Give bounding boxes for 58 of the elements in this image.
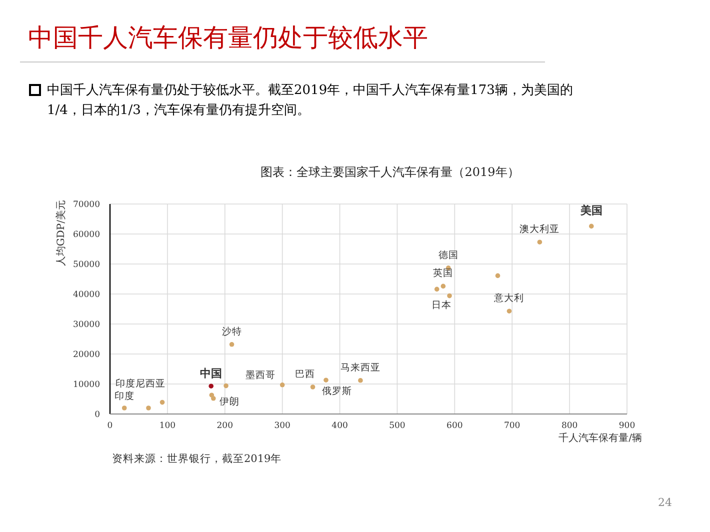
point xyxy=(506,308,512,314)
point xyxy=(208,384,214,388)
y-tick-label: 70000 xyxy=(72,200,100,210)
x-tick-label: 500 xyxy=(389,421,406,431)
point xyxy=(434,286,440,292)
annotation: 巴西 xyxy=(294,369,315,380)
x-tick-label: 200 xyxy=(216,421,234,431)
text: 资料来源：世界银行，截至2019年 xyxy=(112,452,282,465)
point xyxy=(495,273,500,278)
x-tick-label: 800 xyxy=(561,421,578,431)
point xyxy=(310,384,316,390)
annotation: 美国 xyxy=(579,204,602,218)
text: 24 xyxy=(658,496,672,509)
point xyxy=(447,293,452,298)
y-tick-label: 20000 xyxy=(72,350,100,360)
annotation: 印度尼西亚 xyxy=(115,377,166,390)
y-axis-title: 人均GDP/美元 xyxy=(55,200,67,266)
annotation: 意大利 xyxy=(493,292,524,304)
text: 中国千人汽车保有量仍处于较低水平。截至2019年，中国千人汽车保有量173辆，为美国的1/4，日本的1/3，汽车保有量仍有提升空间。 xyxy=(47,82,573,118)
y-tick-label: 40000 xyxy=(72,290,100,300)
point xyxy=(537,240,542,244)
point xyxy=(229,342,234,347)
x-tick-label: 100 xyxy=(159,421,176,431)
annotation: 马来西亚 xyxy=(340,361,380,374)
annotation: 伊朗 xyxy=(219,395,240,408)
annotation: 中国 xyxy=(200,367,222,380)
point xyxy=(211,396,216,401)
x-tick-label: 900 xyxy=(618,421,636,431)
annotation: 沙特 xyxy=(222,325,242,338)
annotation: 日本 xyxy=(431,298,452,311)
chart-subtitle: 图表：全球主要国家千人汽车保有量（2019年） xyxy=(260,165,520,179)
y-tick-label: 10000 xyxy=(72,380,100,390)
point xyxy=(160,400,165,405)
x-tick-label: 0 xyxy=(107,421,113,431)
point xyxy=(224,383,228,388)
x-axis-title: 千人汽车保有量/辆 xyxy=(558,432,642,444)
point xyxy=(358,378,363,383)
annotation: 澳大利亚 xyxy=(520,223,560,236)
point xyxy=(324,378,328,382)
annotation: 墨西哥 xyxy=(245,370,276,381)
chart-title: 中国千人汽车保有量仍处于较低水平 xyxy=(28,23,428,52)
y-tick-label: 30000 xyxy=(72,320,100,330)
point xyxy=(440,284,446,289)
x-tick-label: 600 xyxy=(446,421,463,431)
point xyxy=(146,406,151,410)
y-tick-label: 0 xyxy=(94,410,100,420)
y-tick-label: 50000 xyxy=(72,260,100,270)
point xyxy=(588,224,594,229)
point xyxy=(280,382,285,388)
annotation: 英国 xyxy=(433,267,454,280)
x-tick-label: 400 xyxy=(332,421,348,431)
x-tick-label: 700 xyxy=(504,421,520,431)
y-tick-label: 60000 xyxy=(72,230,100,240)
point xyxy=(122,406,127,410)
x-tick-label: 300 xyxy=(274,421,290,431)
annotation: 德国 xyxy=(438,250,458,261)
annotation: 印度 xyxy=(114,390,134,402)
annotation: 俄罗斯 xyxy=(322,385,352,398)
